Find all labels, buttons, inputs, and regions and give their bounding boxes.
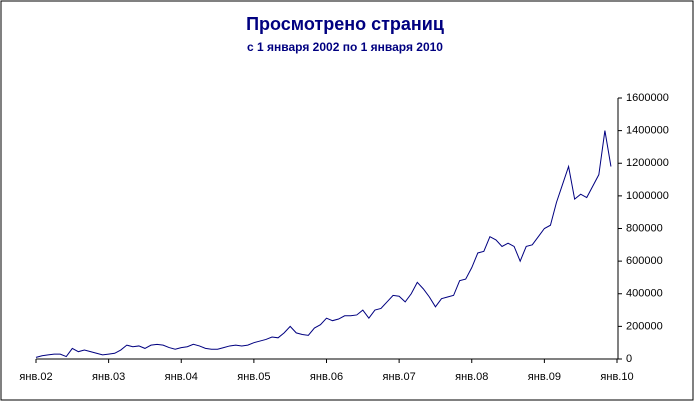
x-tick-label: янв.04 [165, 371, 198, 383]
y-tick-label: 1600000 [626, 92, 669, 104]
x-tick-label: янв.08 [455, 371, 488, 383]
x-tick-label: янв.05 [237, 371, 270, 383]
y-tick-label: 0 [626, 353, 632, 365]
x-tick-label: янв.06 [310, 371, 343, 383]
y-tick-label: 800000 [626, 222, 663, 234]
y-tick-label: 1000000 [626, 190, 669, 202]
y-tick-label: 1400000 [626, 125, 669, 137]
y-tick-label: 200000 [626, 320, 663, 332]
y-tick-label: 1200000 [626, 157, 669, 169]
y-tick-label: 400000 [626, 288, 663, 300]
x-tick-label: янв.02 [19, 371, 52, 383]
x-tick-label: янв.09 [528, 371, 561, 383]
x-tick-label: янв.10 [600, 371, 633, 383]
y-tick-label: 600000 [626, 255, 663, 267]
chart-subtitle: с 1 января 2002 по 1 января 2010 [247, 40, 443, 54]
x-tick-label: янв.07 [383, 371, 416, 383]
data-line [35, 130, 612, 358]
x-tick-label: янв.03 [92, 371, 125, 383]
chart-title: Просмотрено страниц [246, 14, 444, 34]
